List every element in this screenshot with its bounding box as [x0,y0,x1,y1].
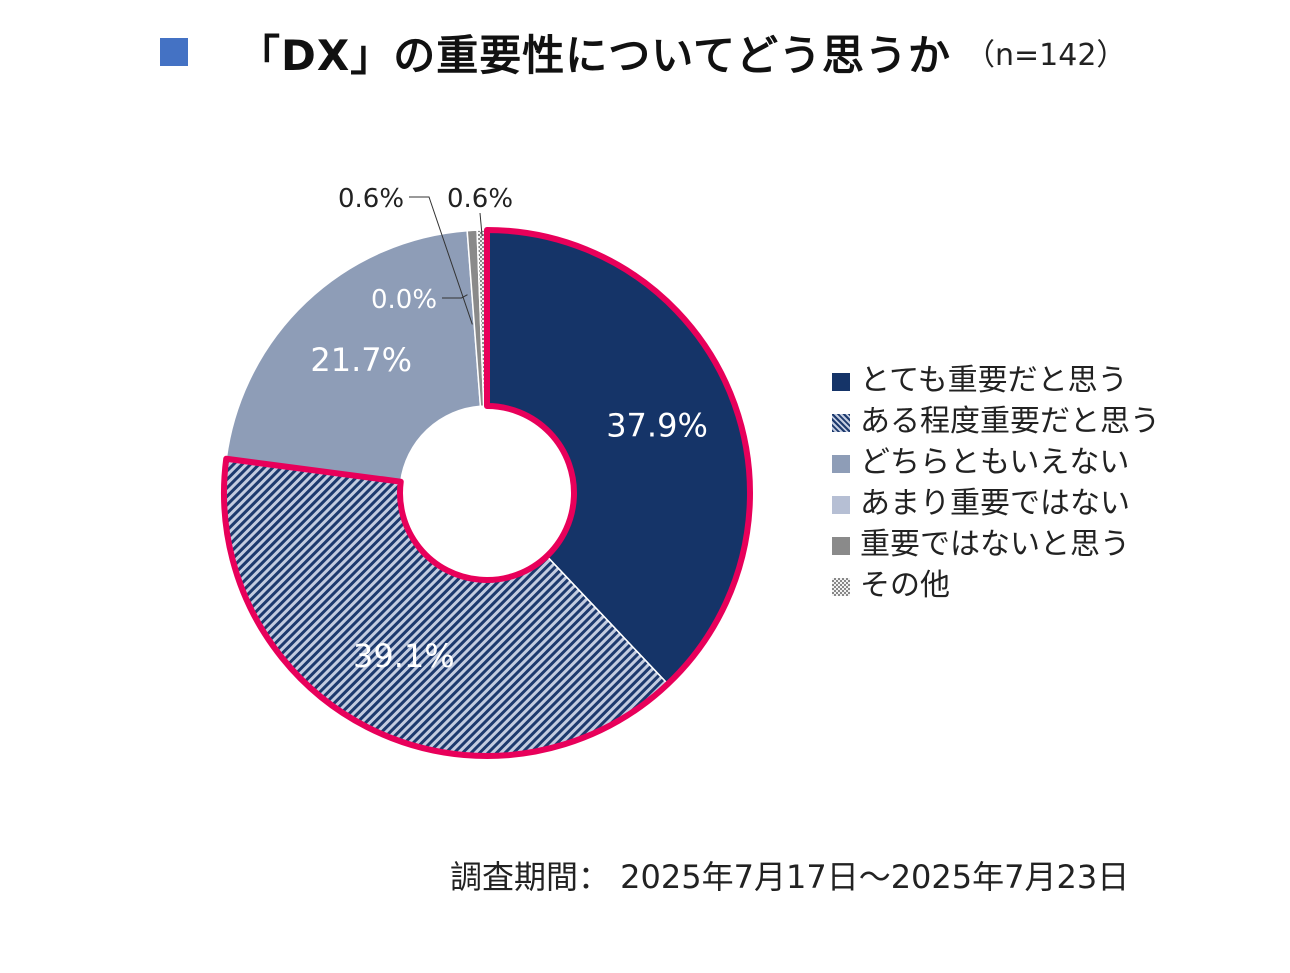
legend-item: あまり重要ではない [832,479,1160,521]
legend-swatch-5 [832,577,850,596]
legend-label: 重要ではないと思う [860,526,1130,562]
legend-swatch-0 [832,372,850,391]
data-label-3: 0.0% [371,285,437,315]
leader-line-3 [442,294,468,299]
legend-swatch-3 [832,495,850,514]
title-square-icon [160,38,188,66]
legend-swatch-1 [832,413,850,432]
leader-line-5 [479,212,483,237]
legend-item: ある程度重要だと思う [832,397,1160,439]
legend-item: その他 [832,561,1160,603]
chart-title-text: 「DX」の重要性についてどう思うか [238,30,951,80]
legend-label: その他 [860,567,950,603]
legend-item: とても重要だと思う [832,356,1160,398]
legend-label: ある程度重要だと思う [860,403,1160,439]
data-label-5: 0.6% [447,184,513,214]
legend-label: あまり重要ではない [860,485,1130,521]
survey-period: 調査期間： 2025年7月17日～2025年7月23日 [450,858,1130,896]
legend-item: 重要ではないと思う [832,520,1160,562]
chart-legend: とても重要だと思う ある程度重要だと思う どちらともいえない あまり重要ではない… [832,356,1160,603]
data-label-4: 0.6% [338,184,404,214]
data-label-0: 37.9% [606,406,708,444]
highlight-outline [221,227,753,759]
data-label-1: 39.1% [353,637,455,675]
legend-label: どちらともいえない [860,444,1130,480]
legend-swatch-4 [832,536,850,555]
legend-item: どちらともいえない [832,438,1160,480]
pie-slice-2 [225,229,482,483]
legend-swatch-2 [832,454,850,473]
chart-title: 「DX」の重要性についてどう思うか （n=142） [160,22,1126,82]
sample-size: （n=142） [965,38,1127,73]
data-label-2: 21.7% [310,341,412,379]
legend-label: とても重要だと思う [860,362,1128,398]
leader-line-4 [409,196,473,325]
